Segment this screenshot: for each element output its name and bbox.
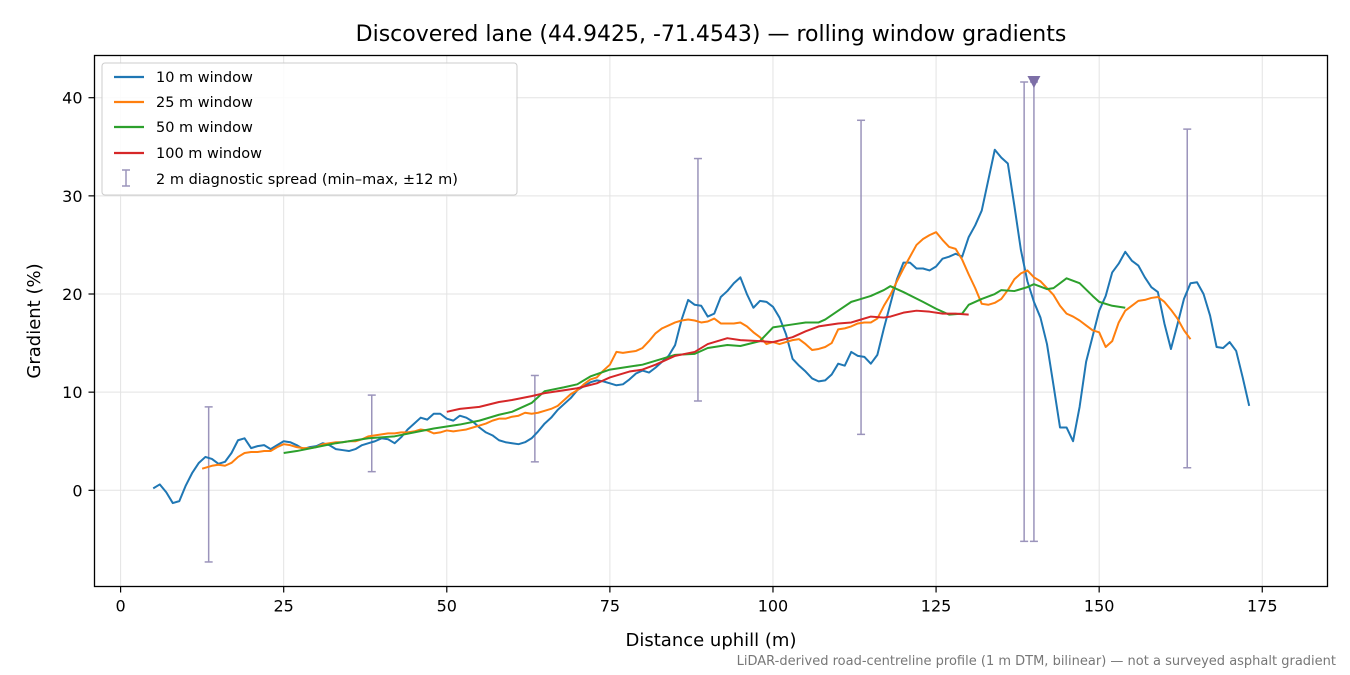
spread-bar [693,157,702,402]
spread-bar [857,119,866,436]
y-axis-ticks: 0 10 20 30 40 [62,89,95,500]
legend-box [101,62,518,196]
series-line-1 [201,231,1192,470]
footnote: LiDAR-derived road-centreline profile (1… [737,654,1336,669]
x-tick-label: 100 [758,597,789,616]
spread-bar [530,374,539,463]
legend-label-25m: 25 m window [156,95,253,111]
spread-bar [1183,128,1192,469]
x-tick-label: 75 [600,597,620,616]
series-lines [152,148,1251,505]
x-tick-label: 0 [116,597,126,616]
legend-label-spread: 2 m diagnostic spread (min–max, ±12 m) [156,172,458,188]
x-axis-ticks: 0 25 50 75 100 125 150 175 [116,586,1278,616]
x-tick-label: 150 [1084,597,1115,616]
legend-label-100m: 100 m window [156,146,262,162]
x-tick-label: 50 [437,597,457,616]
spread-bar [367,394,376,473]
y-tick-label: 0 [72,481,82,500]
x-tick-label: 25 [274,597,294,616]
spread-bar [1020,81,1029,543]
peak-marker [1027,76,1041,89]
x-axis-label: Distance uphill (m) [626,630,797,651]
legend: 10 m window 25 m window 50 m window 100 … [101,62,518,196]
plot-frame [93,54,1329,588]
legend-label-50m: 50 m window [156,120,253,136]
legend-swatch-spread [122,169,130,187]
x-tick-label: 175 [1247,597,1278,616]
y-tick-label: 40 [62,89,82,108]
x-tick-label: 125 [921,597,952,616]
legend-label-10m: 10 m window [156,70,253,86]
y-tick-label: 30 [62,187,82,206]
series-line-2 [283,277,1126,454]
down-triangle-marker [1027,76,1041,89]
chart-title: Discovered lane (44.9425, -71.4543) — ro… [356,22,1067,47]
spread-bar [204,406,213,563]
diagnostic-spread-bars [204,81,1192,563]
y-tick-label: 20 [62,285,82,304]
series-line-3 [446,309,969,413]
y-axis-label: Gradient (%) [24,263,45,378]
series-line-0 [152,148,1251,505]
y-tick-label: 10 [62,383,82,402]
